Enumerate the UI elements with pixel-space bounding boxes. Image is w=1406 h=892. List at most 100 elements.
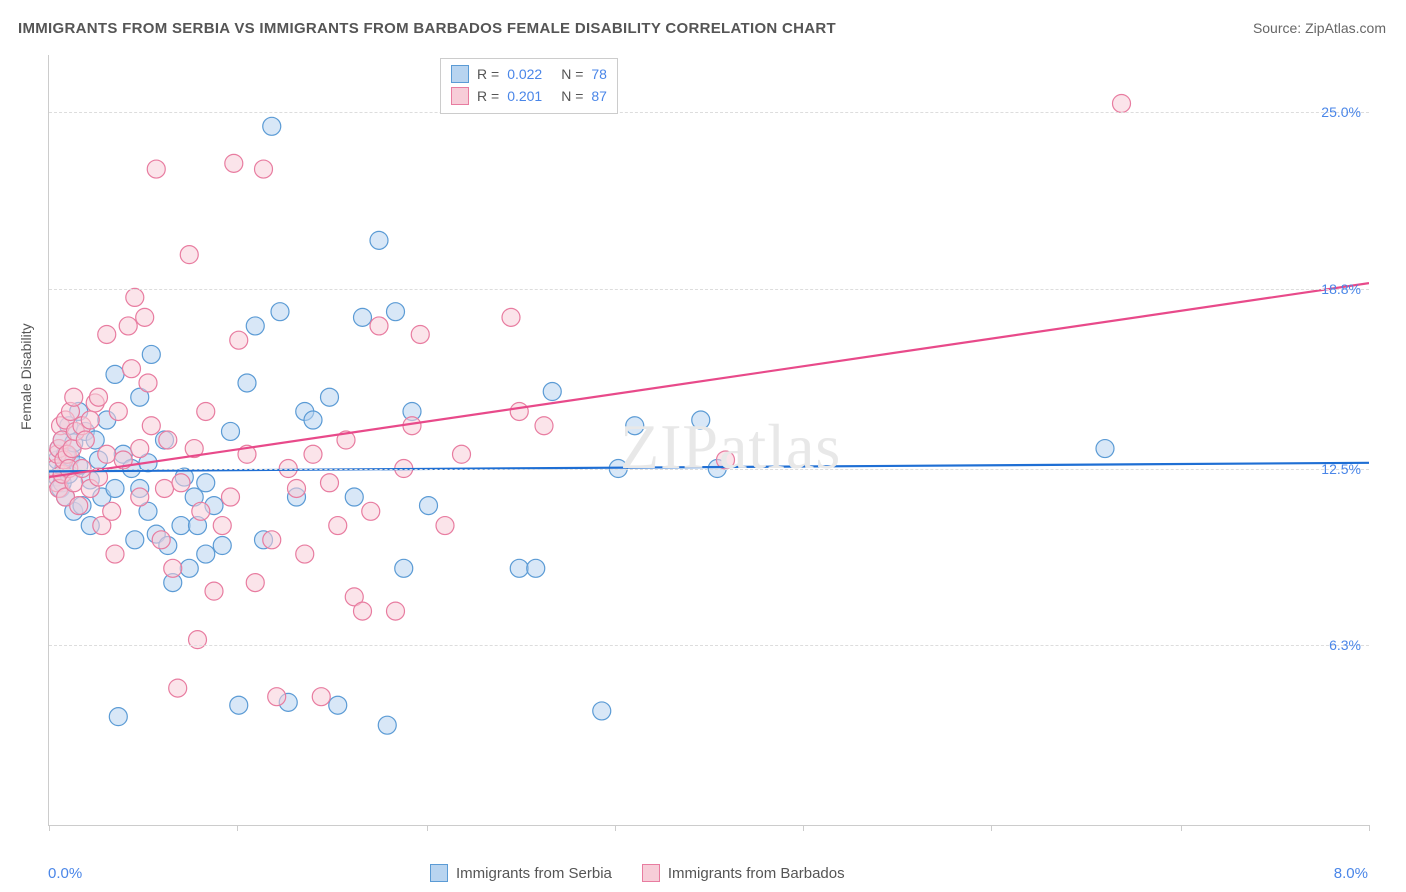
data-point [1113,94,1131,112]
data-point [119,317,137,335]
data-point [502,308,520,326]
data-point [312,688,330,706]
data-point [255,160,273,178]
data-point [387,303,405,321]
gridline [49,112,1369,113]
source-label: Source: ZipAtlas.com [1253,20,1386,36]
legend-label-barbados: Immigrants from Barbados [668,865,845,882]
data-point [156,479,174,497]
data-point [106,545,124,563]
data-point [164,559,182,577]
y-tick-label: 6.3% [1329,637,1361,653]
data-point [131,488,149,506]
data-point [76,431,94,449]
n-label: N = [561,66,583,82]
data-point [436,517,454,535]
data-point [263,117,281,135]
x-tick [991,825,992,831]
data-point [70,497,88,515]
data-point [395,559,413,577]
r-label: R = [477,66,499,82]
data-point [126,288,144,306]
data-point [387,602,405,620]
data-point [222,488,240,506]
data-point [593,702,611,720]
data-point [535,417,553,435]
data-point [345,488,363,506]
chart-title: IMMIGRANTS FROM SERBIA VS IMMIGRANTS FRO… [18,20,836,37]
x-axis-min: 0.0% [48,865,82,882]
x-tick [49,825,50,831]
data-point [197,545,215,563]
x-tick [615,825,616,831]
watermark: ZIPatlas [620,410,841,484]
data-point [246,574,264,592]
data-point [510,559,528,577]
data-point [230,331,248,349]
x-tick [1369,825,1370,831]
data-point [304,445,322,463]
data-point [98,445,116,463]
data-point [169,679,187,697]
data-point [159,431,177,449]
gridline [49,289,1369,290]
data-point [139,374,157,392]
data-point [147,160,165,178]
data-point [142,417,160,435]
data-point [543,383,561,401]
data-point [152,531,170,549]
y-axis-label: Female Disability [18,323,34,430]
data-point [1096,440,1114,458]
data-point [106,365,124,383]
data-point [370,231,388,249]
y-tick-label: 18.8% [1321,281,1361,297]
r-value-serbia: 0.022 [507,66,553,82]
n-value-serbia: 78 [591,66,607,82]
legend-row-barbados: R = 0.201 N = 87 [451,85,607,107]
x-tick [237,825,238,831]
data-point [268,688,286,706]
data-point [225,154,243,172]
x-tick [803,825,804,831]
x-axis-max: 8.0% [1334,865,1368,882]
data-point [329,696,347,714]
data-point [213,537,231,555]
x-tick [427,825,428,831]
legend-series: Immigrants from Serbia Immigrants from B… [430,864,845,882]
data-point [378,716,396,734]
data-point [354,602,372,620]
data-point [527,559,545,577]
legend-item-serbia: Immigrants from Serbia [430,864,612,882]
legend-item-barbados: Immigrants from Barbados [642,864,845,882]
legend-label-serbia: Immigrants from Serbia [456,865,612,882]
data-point [109,402,127,420]
legend-correlation: R = 0.022 N = 78 R = 0.201 N = 87 [440,58,618,114]
x-tick [1181,825,1182,831]
swatch-serbia-bottom [430,864,448,882]
data-point [246,317,264,335]
data-point [197,402,215,420]
gridline [49,645,1369,646]
data-point [123,360,141,378]
data-point [411,325,429,343]
data-point [126,531,144,549]
y-tick-label: 25.0% [1321,104,1361,120]
data-point [304,411,322,429]
data-point [329,517,347,535]
data-point [109,708,127,726]
data-point [222,422,240,440]
data-point [65,388,83,406]
data-point [180,246,198,264]
data-point [354,308,372,326]
data-point [510,402,528,420]
data-point [81,411,99,429]
swatch-serbia [451,65,469,83]
data-point [362,502,380,520]
data-point [321,388,339,406]
data-point [136,308,154,326]
y-tick-label: 12.5% [1321,461,1361,477]
data-point [180,559,198,577]
data-point [263,531,281,549]
data-point [172,517,190,535]
data-point [238,374,256,392]
